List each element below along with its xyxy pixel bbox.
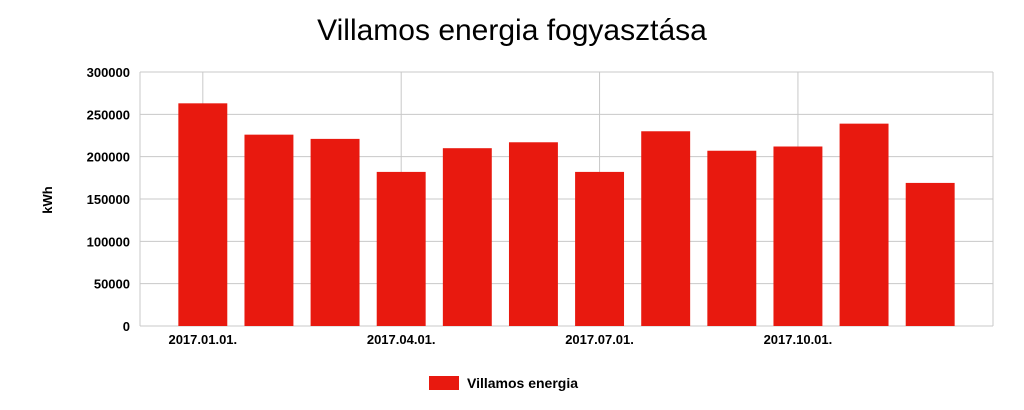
y-tick-label: 50000 (94, 277, 130, 292)
legend: Villamos energia (429, 375, 578, 391)
chart-title: Villamos energia fogyasztása (317, 14, 707, 47)
bar (442, 148, 492, 326)
y-axis-label: kWh (40, 186, 55, 214)
bar (641, 131, 691, 326)
bar (376, 171, 426, 326)
y-axis-ticks: 0 50000 100000 150000 200000 250000 300000 (87, 65, 130, 334)
bar (773, 146, 823, 326)
y-tick-label: 250000 (87, 107, 130, 122)
bar (310, 138, 360, 326)
y-tick-label: 200000 (87, 150, 130, 165)
y-tick-label: 300000 (87, 65, 130, 80)
bar (244, 134, 294, 326)
y-tick-label: 0 (123, 319, 130, 334)
x-tick-label: 2017.04.01. (367, 332, 436, 347)
y-tick-label: 150000 (87, 192, 130, 207)
bar (707, 150, 757, 326)
legend-swatch (429, 376, 459, 390)
x-tick-label: 2017.10.01. (764, 332, 833, 347)
x-tick-label: 2017.07.01. (565, 332, 634, 347)
bar (839, 123, 889, 326)
bars (178, 103, 955, 327)
x-tick-label: 2017.01.01. (168, 332, 237, 347)
bar (575, 171, 625, 326)
bar (178, 103, 228, 327)
bar (905, 182, 955, 326)
legend-label: Villamos energia (467, 375, 578, 391)
bar (508, 142, 558, 326)
y-tick-label: 100000 (87, 234, 130, 249)
x-axis-ticks: 2017.01.01. 2017.04.01. 2017.07.01. 2017.10… (168, 332, 832, 347)
